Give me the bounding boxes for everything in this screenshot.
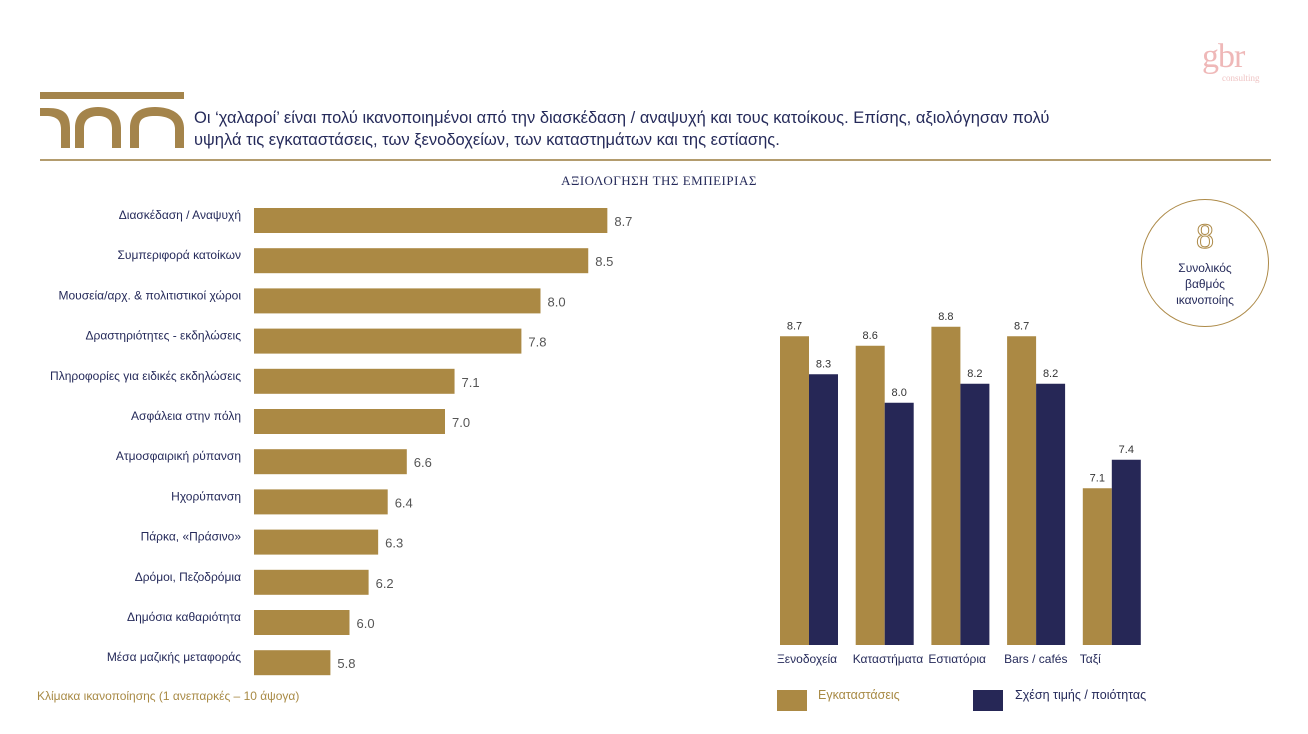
- headline-line-2: υψηλά τις εγκαταστάσεις, των ξενοδοχείων…: [194, 131, 780, 149]
- value-label: 5.8: [337, 656, 355, 671]
- bar: [254, 610, 350, 635]
- bar-value-for-money: [809, 374, 838, 645]
- section-title: ΑΞΙΟΛΟΓΗΣΗ ΤΗΣ ΕΜΠΕΙΡΙΑΣ: [0, 173, 1308, 189]
- bar: [254, 288, 541, 314]
- value-label: 8.7: [1014, 320, 1029, 332]
- horizontal-bar-chart: Διασκέδαση / Αναψυχή 8.7 Συμπεριφορά κατοί…: [50, 208, 632, 676]
- legend-label-facilities: Εγκαταστάσεις: [818, 688, 900, 702]
- value-label: 8.3: [816, 358, 831, 370]
- arches-emblem-icon: [40, 92, 184, 148]
- category-label: Καταστήματα: [853, 652, 924, 666]
- value-label: 7.1: [1090, 472, 1105, 484]
- headline: Οι ‘χαλαροί’ είναι πολύ ικανοποιημένοι α…: [194, 107, 1154, 151]
- value-label: 6.6: [414, 455, 432, 470]
- gbr-consulting-logo: gbr consulting: [1200, 40, 1280, 90]
- bar-value-for-money: [884, 402, 914, 645]
- category-label: Δραστηριότητες - εκδηλώσεις: [86, 329, 242, 343]
- category-label: Συμπεριφορά κατοίκων: [118, 248, 242, 262]
- bar-value-for-money: [1111, 459, 1141, 645]
- bar: [254, 208, 608, 233]
- bar: [254, 489, 388, 515]
- value-label: 8.7: [614, 214, 632, 229]
- value-label: 8.0: [892, 387, 907, 399]
- bar-facilities: [931, 326, 961, 645]
- bar-facilities: [1082, 488, 1112, 645]
- bar: [254, 529, 379, 555]
- bar: [254, 328, 522, 354]
- legend-swatch-facilities: [777, 690, 807, 711]
- category-label: Ηχορύπανση: [171, 489, 241, 503]
- bar-facilities: [780, 336, 809, 645]
- value-label: 7.0: [452, 415, 470, 430]
- logo-subtext: consulting: [1222, 73, 1260, 83]
- bar-value-for-money: [960, 383, 990, 645]
- value-label: 8.0: [548, 294, 566, 309]
- value-label: 8.2: [1043, 368, 1058, 380]
- bar: [254, 248, 589, 274]
- value-label: 7.4: [1119, 444, 1134, 456]
- value-label: 8.7: [787, 320, 802, 332]
- overall-label-line-1: Συνολικός: [1178, 261, 1232, 275]
- value-label: 6.0: [357, 616, 375, 631]
- value-label: 7.1: [462, 375, 480, 390]
- category-label: Μέσα μαζικής μεταφοράς: [107, 650, 241, 664]
- value-label: 8.2: [967, 368, 982, 380]
- category-label: Δημόσια καθαριότητα: [127, 610, 241, 624]
- headline-line-1: Οι ‘χαλαροί’ είναι πολύ ικανοποιημένοι α…: [194, 109, 1050, 127]
- bar: [254, 409, 445, 434]
- value-label: 8.6: [863, 330, 878, 342]
- category-label: Εστιατόρια: [928, 652, 986, 666]
- bar: [254, 368, 455, 394]
- value-label: 6.2: [376, 576, 394, 591]
- category-label: Ταξί: [1080, 652, 1101, 666]
- scale-note: Κλίμακα ικανοποίησης (1 ανεπαρκές – 10 ά…: [37, 689, 300, 703]
- category-label: Ατμοσφαιρική ρύπανση: [116, 449, 241, 463]
- overall-label-line-2: βαθμός: [1185, 277, 1225, 291]
- category-label: Bars / cafés: [1004, 652, 1067, 666]
- bar: [254, 569, 369, 595]
- overall-score-value: 8: [1196, 216, 1215, 256]
- category-label: Πληροφορίες για ειδικές εκδηλώσεις: [50, 369, 241, 383]
- value-label: 8.8: [938, 311, 953, 323]
- section-title-text: ΑΞΙΟΛΟΓΗΣΗ ΤΗΣ ΕΜΠΕΙΡΙΑΣ: [561, 173, 757, 188]
- value-label: 8.5: [595, 254, 613, 269]
- value-label: 7.8: [528, 335, 546, 350]
- value-label: 6.3: [385, 536, 403, 551]
- bar-facilities: [1007, 336, 1037, 645]
- grouped-bar-chart: 8.7 8.3 Ξενοδοχεία 8.6 8.0 Καταστήματα 8.8 8.2 Ε…: [777, 311, 1141, 666]
- legend-label-value-for-money: Σχέση τιμής / ποιότητας: [1015, 688, 1147, 702]
- category-label: Δρόμοι, Πεζοδρόμια: [135, 570, 241, 584]
- category-label: Ασφάλεια στην πόλη: [131, 409, 241, 423]
- category-label: Μουσεία/αρχ. & πολιτιστικοί χώροι: [59, 288, 242, 302]
- overall-score-badge: 8 Συνολικός βαθμός ικανοποίης: [1141, 199, 1269, 327]
- bar-value-for-money: [1036, 383, 1066, 645]
- bar: [254, 449, 407, 475]
- overall-score-label: Συνολικός βαθμός ικανοποίης: [1142, 260, 1268, 308]
- category-label: Διασκέδαση / Αναψυχή: [119, 208, 241, 222]
- value-label: 6.4: [395, 495, 413, 510]
- header-divider: [40, 159, 1271, 161]
- overall-label-line-3: ικανοποίης: [1176, 293, 1234, 307]
- category-label: Ξενοδοχεία: [777, 652, 837, 666]
- logo-text: gbr: [1202, 38, 1245, 75]
- category-label: Πάρκα, «Πράσινο»: [141, 530, 242, 544]
- bar: [254, 650, 331, 676]
- bar-facilities: [855, 345, 885, 645]
- legend-swatch-value-for-money: [973, 690, 1003, 711]
